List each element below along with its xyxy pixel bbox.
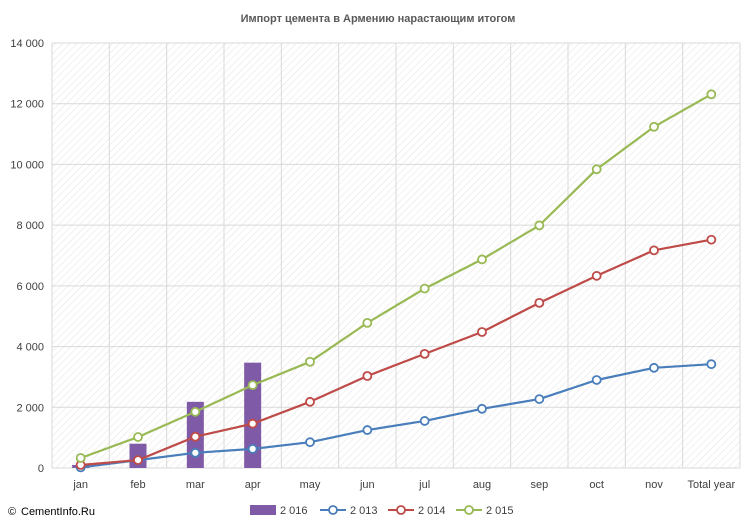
data-point <box>419 348 430 359</box>
x-tick-label: apr <box>245 479 261 491</box>
data-point <box>534 394 545 404</box>
y-tick-label: 10 000 <box>10 159 44 171</box>
data-point <box>477 327 487 337</box>
data-point <box>190 406 201 417</box>
data-point <box>591 375 602 385</box>
legend: 2 016 2 013 2 014 2 015 <box>250 505 514 517</box>
series-line <box>80 363 712 469</box>
data-point <box>362 425 373 435</box>
y-tick-label: 2 000 <box>16 402 44 414</box>
x-tick-label: feb <box>130 479 145 491</box>
legend-label: 2 013 <box>350 505 378 517</box>
x-tick-label: oct <box>589 479 604 491</box>
data-point <box>419 416 430 426</box>
legend-swatch-marker <box>328 505 338 515</box>
data-point <box>706 89 717 100</box>
data-point <box>75 453 86 463</box>
data-point <box>534 297 545 308</box>
legend-swatch-marker <box>396 505 406 515</box>
legend-label: 2 014 <box>418 505 446 517</box>
data-point <box>362 371 373 381</box>
data-point <box>247 418 258 429</box>
data-point <box>190 431 201 442</box>
footer-source-text[interactable]: CementInfo.Ru <box>21 506 95 518</box>
y-tick-label: 14 000 <box>10 38 44 50</box>
y-tick-label: 4 000 <box>16 342 44 354</box>
data-point <box>706 234 717 245</box>
data-point <box>247 380 258 391</box>
x-tick-label: sep <box>530 479 548 491</box>
data-point <box>305 396 315 407</box>
series-line <box>80 93 712 460</box>
data-point <box>190 447 201 458</box>
data-point <box>534 220 545 231</box>
data-point <box>419 283 430 294</box>
x-tick-label: mar <box>186 479 205 491</box>
data-point <box>247 443 258 454</box>
x-tick-label: Total year <box>687 479 735 491</box>
x-tick-label: may <box>300 479 321 491</box>
legend-label: 2 015 <box>486 505 514 517</box>
data-point <box>649 245 659 256</box>
x-tick-label: aug <box>473 479 491 491</box>
x-tick-label: jun <box>359 479 375 491</box>
data-point <box>133 455 143 466</box>
legend-label: 2 016 <box>280 505 308 517</box>
copyright-symbol: © <box>8 506 16 518</box>
data-point <box>591 164 602 175</box>
data-point <box>706 359 717 370</box>
data-point <box>362 317 373 328</box>
series-line <box>80 238 712 467</box>
legend-swatch-bar <box>250 505 276 515</box>
chart-title: Импорт цемента в Армению нарастающим ито… <box>241 13 516 25</box>
x-tick-label: jan <box>72 479 88 491</box>
data-point <box>133 432 143 442</box>
data-point <box>477 403 487 414</box>
y-tick-label: 6 000 <box>16 281 44 293</box>
data-point <box>305 437 315 448</box>
x-tick-label: jul <box>418 479 430 491</box>
data-point <box>649 362 659 373</box>
data-point <box>591 270 602 281</box>
data-point <box>477 254 487 265</box>
bar <box>244 362 262 468</box>
legend-swatch-marker <box>464 505 474 515</box>
x-tick-label: nov <box>645 479 663 491</box>
data-point <box>649 121 659 132</box>
y-tick-label: 12 000 <box>10 99 44 111</box>
y-tick-label: 8 000 <box>16 220 44 232</box>
data-point <box>305 356 315 367</box>
y-tick-label: 0 <box>38 463 44 475</box>
plot-area: 0 2 000 4 000 6 000 8 000 10 000 12 000 14 000 j… <box>10 38 741 491</box>
footer: © CementInfo.Ru <box>8 506 95 518</box>
